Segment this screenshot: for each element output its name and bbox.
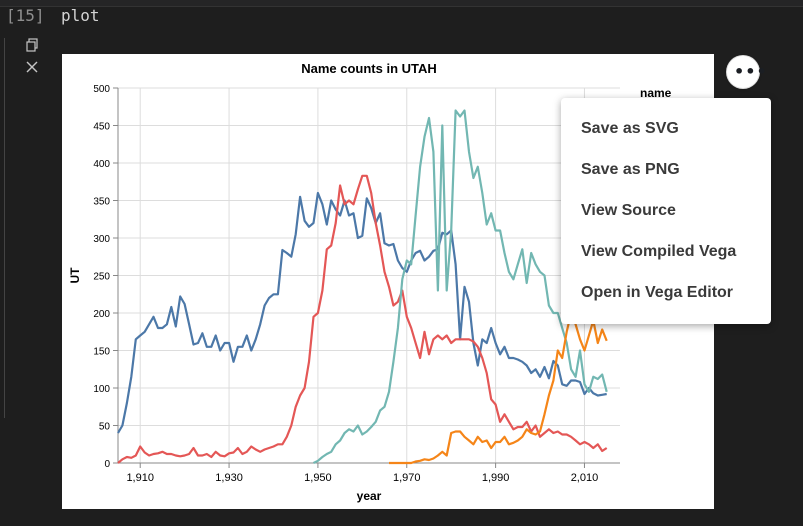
- y-tick-label: 50: [99, 422, 111, 433]
- y-axis-title: UT: [68, 267, 82, 284]
- actions-menu: Save as SVG Save as PNG View Source View…: [561, 98, 771, 324]
- x-axis-title: year: [357, 489, 382, 503]
- x-tick-label: 1,990: [482, 472, 510, 484]
- y-tick-label: 500: [93, 84, 110, 95]
- code-input[interactable]: plot: [61, 6, 100, 25]
- actions-menu-button[interactable]: •••: [727, 56, 767, 88]
- menu-item-view-compiled-vega[interactable]: View Compiled Vega: [581, 243, 737, 260]
- y-tick-label: 350: [93, 197, 110, 208]
- x-tick-label: 1,970: [393, 472, 421, 484]
- close-icon[interactable]: [24, 60, 40, 76]
- cell-left-rule: [4, 38, 5, 418]
- y-tick-label: 150: [93, 347, 110, 358]
- x-tick-label: 1,930: [215, 472, 243, 484]
- editor-top-bar: [0, 0, 803, 6]
- y-tick-label: 450: [93, 122, 110, 133]
- y-tick-label: 400: [93, 159, 110, 170]
- execution-count: [15]: [6, 6, 45, 25]
- series-line-3: [313, 109, 608, 464]
- y-tick-label: 100: [93, 384, 110, 395]
- x-tick-label: 1,910: [126, 472, 154, 484]
- series-line-1: [117, 191, 607, 434]
- menu-item-save-svg[interactable]: Save as SVG: [581, 120, 679, 137]
- series-line-2: [117, 174, 608, 464]
- x-tick-label: 2,010: [571, 472, 599, 484]
- y-tick-label: 0: [104, 459, 110, 470]
- x-tick-label: 1,950: [304, 472, 332, 484]
- menu-item-view-source[interactable]: View Source: [581, 202, 676, 219]
- cell-border: [0, 6, 803, 7]
- menu-item-open-vega-editor[interactable]: Open in Vega Editor: [581, 284, 734, 301]
- y-tick-label: 200: [93, 309, 110, 320]
- menu-item-save-png[interactable]: Save as PNG: [581, 161, 680, 178]
- legend-title: name: [640, 86, 672, 100]
- y-tick-label: 250: [93, 272, 110, 283]
- y-tick-label: 300: [93, 234, 110, 245]
- copy-icon[interactable]: [24, 38, 40, 54]
- chart-title: Name counts in UTAH: [301, 61, 437, 76]
- ellipsis-icon: •••: [734, 62, 768, 81]
